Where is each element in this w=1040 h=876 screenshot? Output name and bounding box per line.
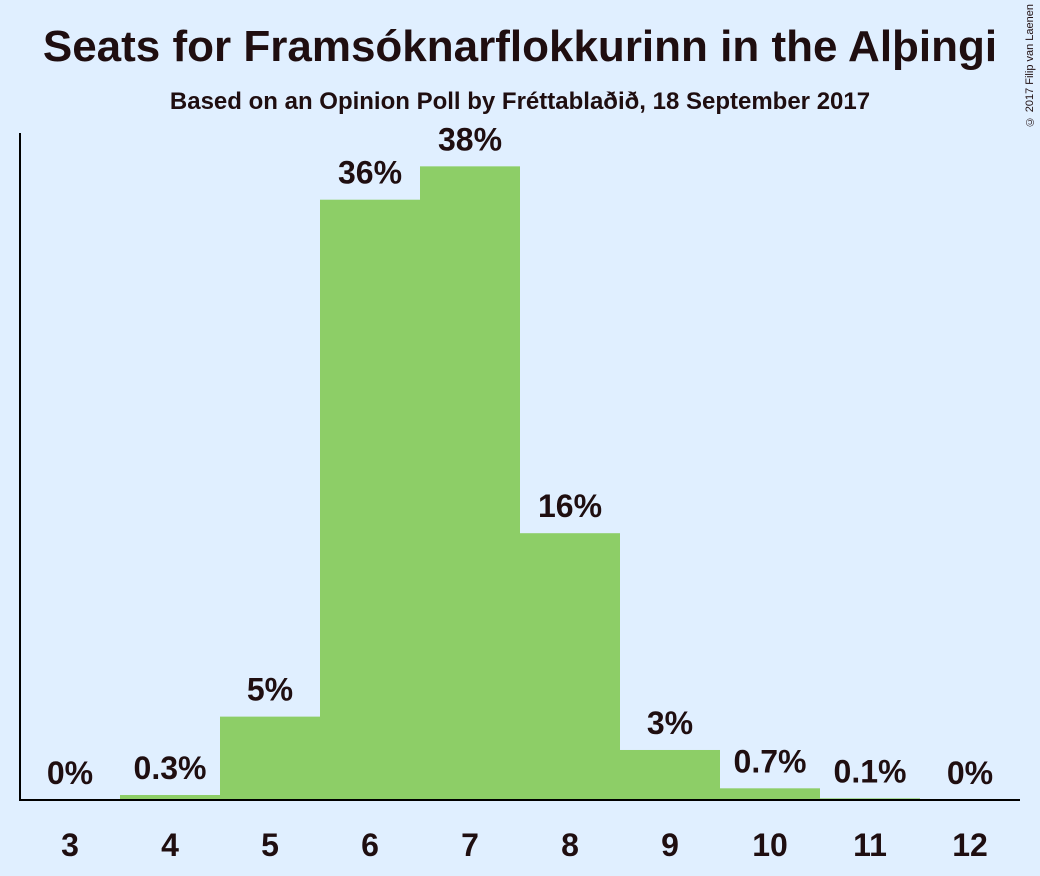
- data-label-11: 0.1%: [834, 753, 907, 789]
- data-labels-layer: 0% 0.3% 5% 36% 38% 16% 3% 0.7% 0.1% 0%: [47, 121, 993, 791]
- bar-9: [620, 749, 720, 800]
- x-tick-label-3: 3: [61, 827, 79, 863]
- data-label-12: 0%: [947, 755, 993, 791]
- x-tick-label-6: 6: [361, 827, 379, 863]
- x-tick-label-4: 4: [161, 827, 179, 863]
- x-tick-label-12: 12: [952, 827, 988, 863]
- data-label-6: 36%: [338, 155, 402, 191]
- bars-layer: [120, 166, 920, 801]
- chart-title: Seats for Framsóknarflokkurinn in the Al…: [42, 22, 998, 71]
- x-tick-labels-layer: 3 4 5 6 7 8 9 10 11 12: [61, 827, 988, 863]
- x-tick-label-10: 10: [752, 827, 788, 863]
- data-label-7: 38%: [438, 121, 502, 157]
- chart-subtitle: Based on an Opinion Poll by Fréttablaðið…: [169, 88, 871, 115]
- x-tick-label-11: 11: [853, 827, 887, 863]
- bar-4: [120, 794, 220, 800]
- data-label-10: 0.7%: [734, 743, 807, 779]
- data-label-4: 0.3%: [134, 750, 207, 786]
- x-tick-label-8: 8: [561, 827, 579, 863]
- x-tick-label-5: 5: [261, 827, 279, 863]
- bar-8: [520, 533, 620, 800]
- data-label-3: 0%: [47, 755, 93, 791]
- data-label-8: 16%: [538, 488, 602, 524]
- data-label-9: 3%: [647, 705, 693, 741]
- bar-6: [320, 199, 420, 800]
- bar-5: [220, 716, 320, 800]
- data-label-5: 5%: [247, 672, 293, 708]
- x-tick-label-7: 7: [461, 827, 479, 863]
- bar-10: [720, 788, 820, 800]
- bar-7: [420, 166, 520, 801]
- x-tick-label-9: 9: [661, 827, 679, 863]
